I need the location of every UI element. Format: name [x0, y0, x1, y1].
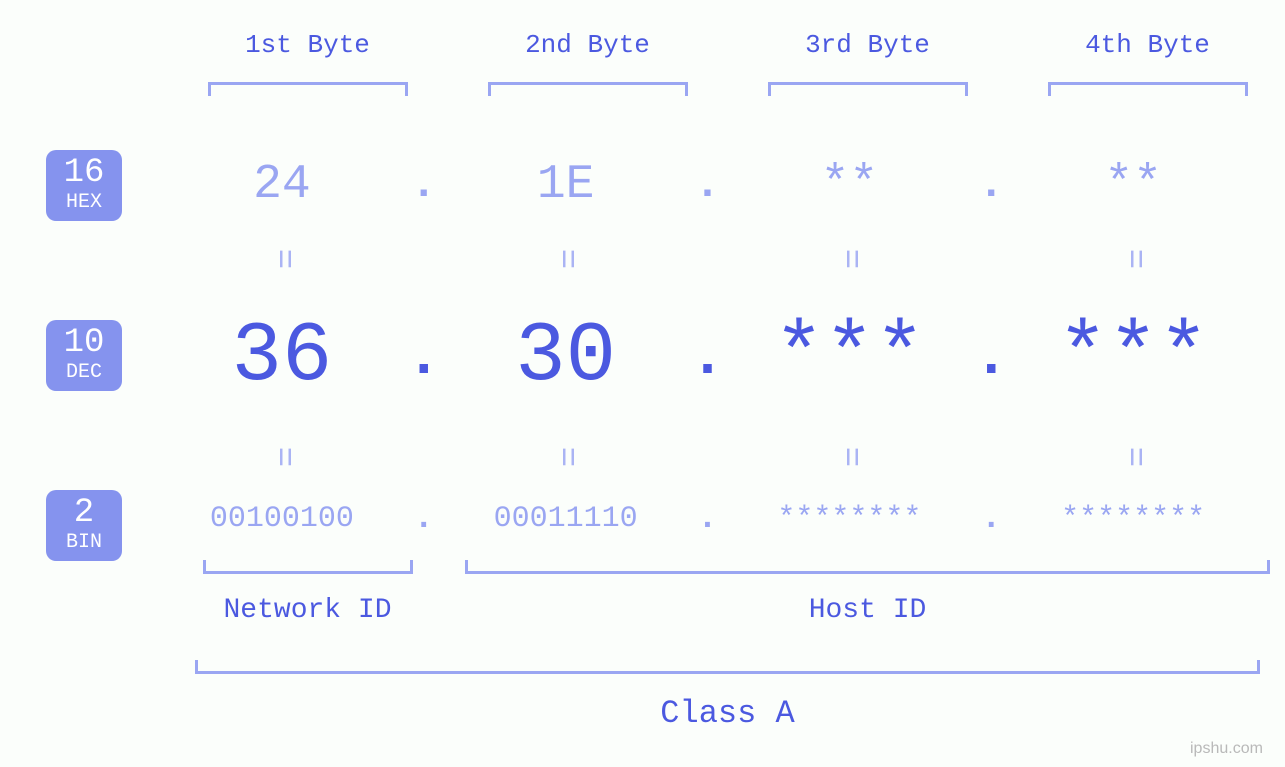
badge-bin: 2BIN [46, 490, 122, 561]
equals-row-1-col-4: = [1011, 240, 1255, 278]
badge-dec: 10DEC [46, 320, 122, 391]
row-dec: 36.30.***.*** [160, 310, 1255, 405]
badge-hex-num: 16 [46, 156, 122, 192]
equals-row-2: = = = = [160, 438, 1255, 476]
bracket-host-id [465, 560, 1270, 574]
hex-dot-1: . [404, 160, 444, 210]
equals-row-1-spacer-3 [971, 250, 1011, 268]
hex-dot-2: . [688, 160, 728, 210]
byte-header-4: 4th Byte [1028, 30, 1268, 60]
dec-byte-4: *** [1011, 310, 1255, 405]
dec-dot-3: . [971, 324, 1011, 392]
bin-dot-1: . [404, 500, 444, 538]
hex-byte-1: 24 [160, 158, 404, 212]
label-network-id: Network ID [175, 595, 440, 626]
equals-row-2-col-3: = [728, 438, 972, 476]
badge-hex: 16HEX [46, 150, 122, 221]
hex-byte-2: 1E [444, 158, 688, 212]
equals-row-2-col-1: = [160, 438, 404, 476]
hex-byte-3: ** [728, 158, 972, 212]
badge-dec-label: DEC [46, 362, 122, 383]
equals-row-2-col-4: = [1011, 438, 1255, 476]
bin-byte-4: ******** [1011, 502, 1255, 536]
bracket-class [195, 660, 1260, 674]
equals-row-2-spacer-2 [688, 448, 728, 466]
dec-byte-3: *** [728, 310, 972, 405]
dec-byte-1: 36 [160, 310, 404, 405]
bracket-network-id [203, 560, 413, 574]
equals-row-1-spacer-1 [404, 250, 444, 268]
bin-byte-1: 00100100 [160, 502, 404, 536]
badge-hex-label: HEX [46, 192, 122, 213]
top-bracket-4 [1048, 82, 1248, 96]
equals-row-1-col-2: = [444, 240, 688, 278]
equals-row-2-spacer-3 [971, 448, 1011, 466]
dec-dot-1: . [404, 324, 444, 392]
label-class: Class A [195, 695, 1260, 732]
hex-dot-3: . [971, 160, 1011, 210]
equals-row-1-col-3: = [728, 240, 972, 278]
hex-byte-4: ** [1011, 158, 1255, 212]
label-host-id: Host ID [465, 595, 1270, 626]
byte-header-3: 3rd Byte [748, 30, 988, 60]
badge-bin-label: BIN [46, 532, 122, 553]
bin-byte-3: ******** [728, 502, 972, 536]
row-bin: 00100100.00011110.********.******** [160, 500, 1255, 538]
dec-dot-2: . [688, 324, 728, 392]
watermark: ipshu.com [1190, 740, 1263, 758]
badge-dec-num: 10 [46, 326, 122, 362]
top-bracket-1 [208, 82, 408, 96]
bin-dot-2: . [688, 500, 728, 538]
equals-row-2-spacer-1 [404, 448, 444, 466]
row-hex: 24.1E.**.** [160, 158, 1255, 212]
bin-byte-2: 00011110 [444, 502, 688, 536]
equals-row-2-col-2: = [444, 438, 688, 476]
equals-row-1-col-1: = [160, 240, 404, 278]
equals-row-1-spacer-2 [688, 250, 728, 268]
top-bracket-3 [768, 82, 968, 96]
badge-bin-num: 2 [46, 496, 122, 532]
top-bracket-2 [488, 82, 688, 96]
equals-row-1: = = = = [160, 240, 1255, 278]
bin-dot-3: . [971, 500, 1011, 538]
dec-byte-2: 30 [444, 310, 688, 405]
byte-header-1: 1st Byte [188, 30, 428, 60]
byte-header-2: 2nd Byte [468, 30, 708, 60]
